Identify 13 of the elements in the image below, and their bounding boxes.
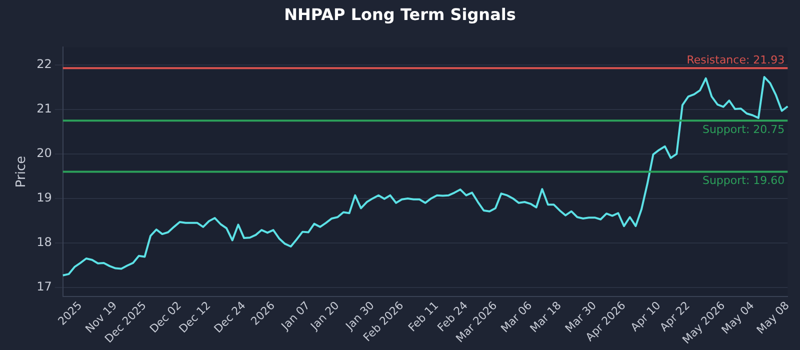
- chart-title: NHPAP Long Term Signals: [284, 4, 516, 24]
- y-tick-label: 20: [36, 146, 52, 160]
- ref-line-label: Support: 19.60: [702, 174, 785, 188]
- ref-line-label: Resistance: 21.93: [686, 53, 785, 66]
- y-tick-label: 22: [36, 57, 52, 72]
- x-tick-label: Jan 20: [307, 298, 342, 334]
- y-tick-label: 18: [36, 235, 52, 250]
- y-axis-title: Price: [14, 156, 30, 188]
- ref-line-label: Support: 20.75: [702, 122, 785, 136]
- x-tick-label: Dec 24: [212, 298, 248, 336]
- y-tick-label: 21: [36, 102, 52, 116]
- y-tick-label: 17: [36, 280, 52, 294]
- y-tick-label: 19: [36, 190, 52, 205]
